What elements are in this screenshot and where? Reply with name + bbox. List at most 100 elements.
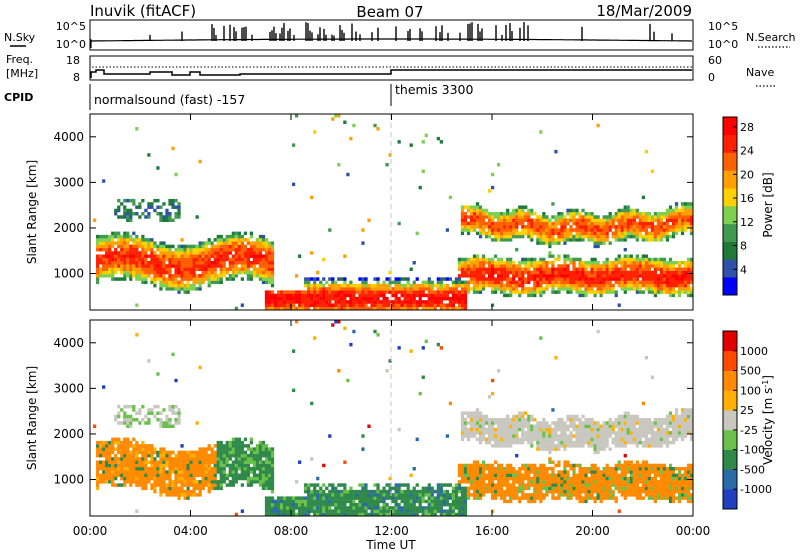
power-echo-cell (605, 225, 609, 229)
power-echo-cell (662, 234, 667, 239)
power-echo-cell (638, 270, 642, 275)
velocity-echo-cell (120, 463, 124, 468)
power-echo-cell (668, 293, 673, 298)
power-echo-cell (349, 300, 353, 304)
power-echo-cell (671, 274, 676, 278)
noise-right-tick-bottom: 10^0 (708, 38, 738, 51)
colorbar-tick-label: 4 (740, 263, 747, 276)
power-echo-cell (463, 296, 468, 301)
power-echo-cell (231, 270, 235, 275)
power-echo-cell (457, 277, 462, 281)
power-echo-cell (569, 287, 573, 291)
power-echo-cell (433, 293, 437, 298)
velocity-echo-cell (195, 483, 199, 487)
power-echo-cell (605, 238, 609, 242)
power-echo-cell (689, 218, 694, 222)
power-echo-cell (509, 215, 513, 219)
velocity-echo-cell (500, 444, 504, 448)
power-echo-cell (246, 247, 250, 252)
velocity-echo-cell (406, 486, 410, 491)
velocity-echo-cell (391, 496, 395, 500)
power-echo-cell (406, 277, 410, 281)
power-echo-cell (560, 274, 564, 278)
power-echo-cell (150, 277, 154, 281)
power-echo-cell (436, 287, 440, 291)
power-echo-cell (222, 257, 226, 262)
velocity-echo-cell (102, 453, 106, 458)
power-echo-cell (494, 290, 498, 294)
velocity-echo-cell (126, 414, 130, 419)
power-echo-cell (605, 218, 609, 222)
velocity-echo-cell (267, 473, 272, 477)
velocity-echo-cell (267, 486, 272, 491)
power-echo-cell (689, 264, 694, 268)
velocity-echo-cell (352, 502, 356, 507)
power-echo-cell (454, 306, 459, 311)
velocity-echo-cell (150, 467, 154, 471)
velocity-echo-cell (475, 408, 480, 412)
velocity-echo-cell (478, 434, 483, 438)
power-echo-cell (674, 225, 679, 229)
velocity-echo-cell (255, 476, 260, 481)
velocity-echo-cell (132, 470, 136, 474)
velocity-echo-cell (466, 421, 471, 425)
velocity-echo-cell (171, 467, 175, 471)
velocity-echo-cell (530, 414, 534, 419)
velocity-echo-cell (328, 509, 332, 513)
velocity-echo-cell (270, 450, 275, 455)
velocity-echo-cell (319, 506, 323, 510)
velocity-echo-cell (460, 499, 465, 504)
power-echo-cell (144, 264, 148, 268)
velocity-echo-cell (111, 463, 115, 468)
power-echo-cell (177, 254, 181, 258)
power-echo-cell (246, 254, 250, 258)
power-echo-cell (572, 283, 576, 288)
velocity-echo-cell (310, 496, 314, 500)
power-echo-cell (138, 277, 142, 281)
velocity-echo-cell (524, 496, 528, 500)
velocity-echo-cell (436, 499, 440, 504)
colorbar-swatch (723, 223, 737, 242)
velocity-echo-cell (412, 489, 416, 494)
velocity-echo-cell (225, 457, 229, 461)
power-echo-cell (638, 234, 642, 239)
velocity-echo-cell (264, 512, 269, 517)
power-echo-cell (267, 267, 272, 271)
power-echo-cell (292, 182, 296, 187)
velocity-echo-cell (334, 489, 338, 494)
power-echo-cell (237, 231, 241, 236)
power-echo-cell (174, 254, 178, 258)
velocity-echo-cell (279, 502, 284, 507)
power-echo-cell (138, 202, 142, 206)
power-echo-cell (677, 274, 682, 278)
power-echo-cell (192, 257, 196, 262)
power-echo-cell (415, 306, 419, 311)
power-echo-cell (382, 293, 386, 298)
power-echo-cell (460, 283, 465, 288)
velocity-echo-cell (156, 473, 160, 477)
power-echo-cell (132, 257, 136, 262)
power-echo-cell (135, 238, 139, 242)
power-echo-cell (509, 261, 513, 265)
velocity-echo-cell (331, 489, 335, 494)
power-echo-cell (512, 221, 516, 226)
velocity-echo-cell (132, 450, 136, 455)
power-echo-cell (500, 238, 504, 242)
velocity-echo-cell (355, 506, 359, 510)
power-echo-cell (503, 290, 507, 294)
power-echo-cell (545, 267, 549, 271)
power-echo-cell (141, 241, 145, 245)
velocity-echo-cell (207, 457, 211, 461)
velocity-echo-cell (219, 453, 223, 458)
power-echo-cell (159, 261, 163, 265)
power-echo-cell (551, 228, 555, 232)
velocity-echo-cell (331, 483, 335, 487)
power-echo-cell (554, 215, 558, 219)
power-echo-cell (578, 277, 582, 281)
power-echo-cell (481, 277, 486, 281)
power-echo-cell (548, 244, 552, 249)
power-echo-cell (144, 274, 148, 278)
power-echo-cell (418, 303, 422, 307)
velocity-echo-cell (123, 447, 127, 451)
power-echo-cell (180, 267, 184, 271)
